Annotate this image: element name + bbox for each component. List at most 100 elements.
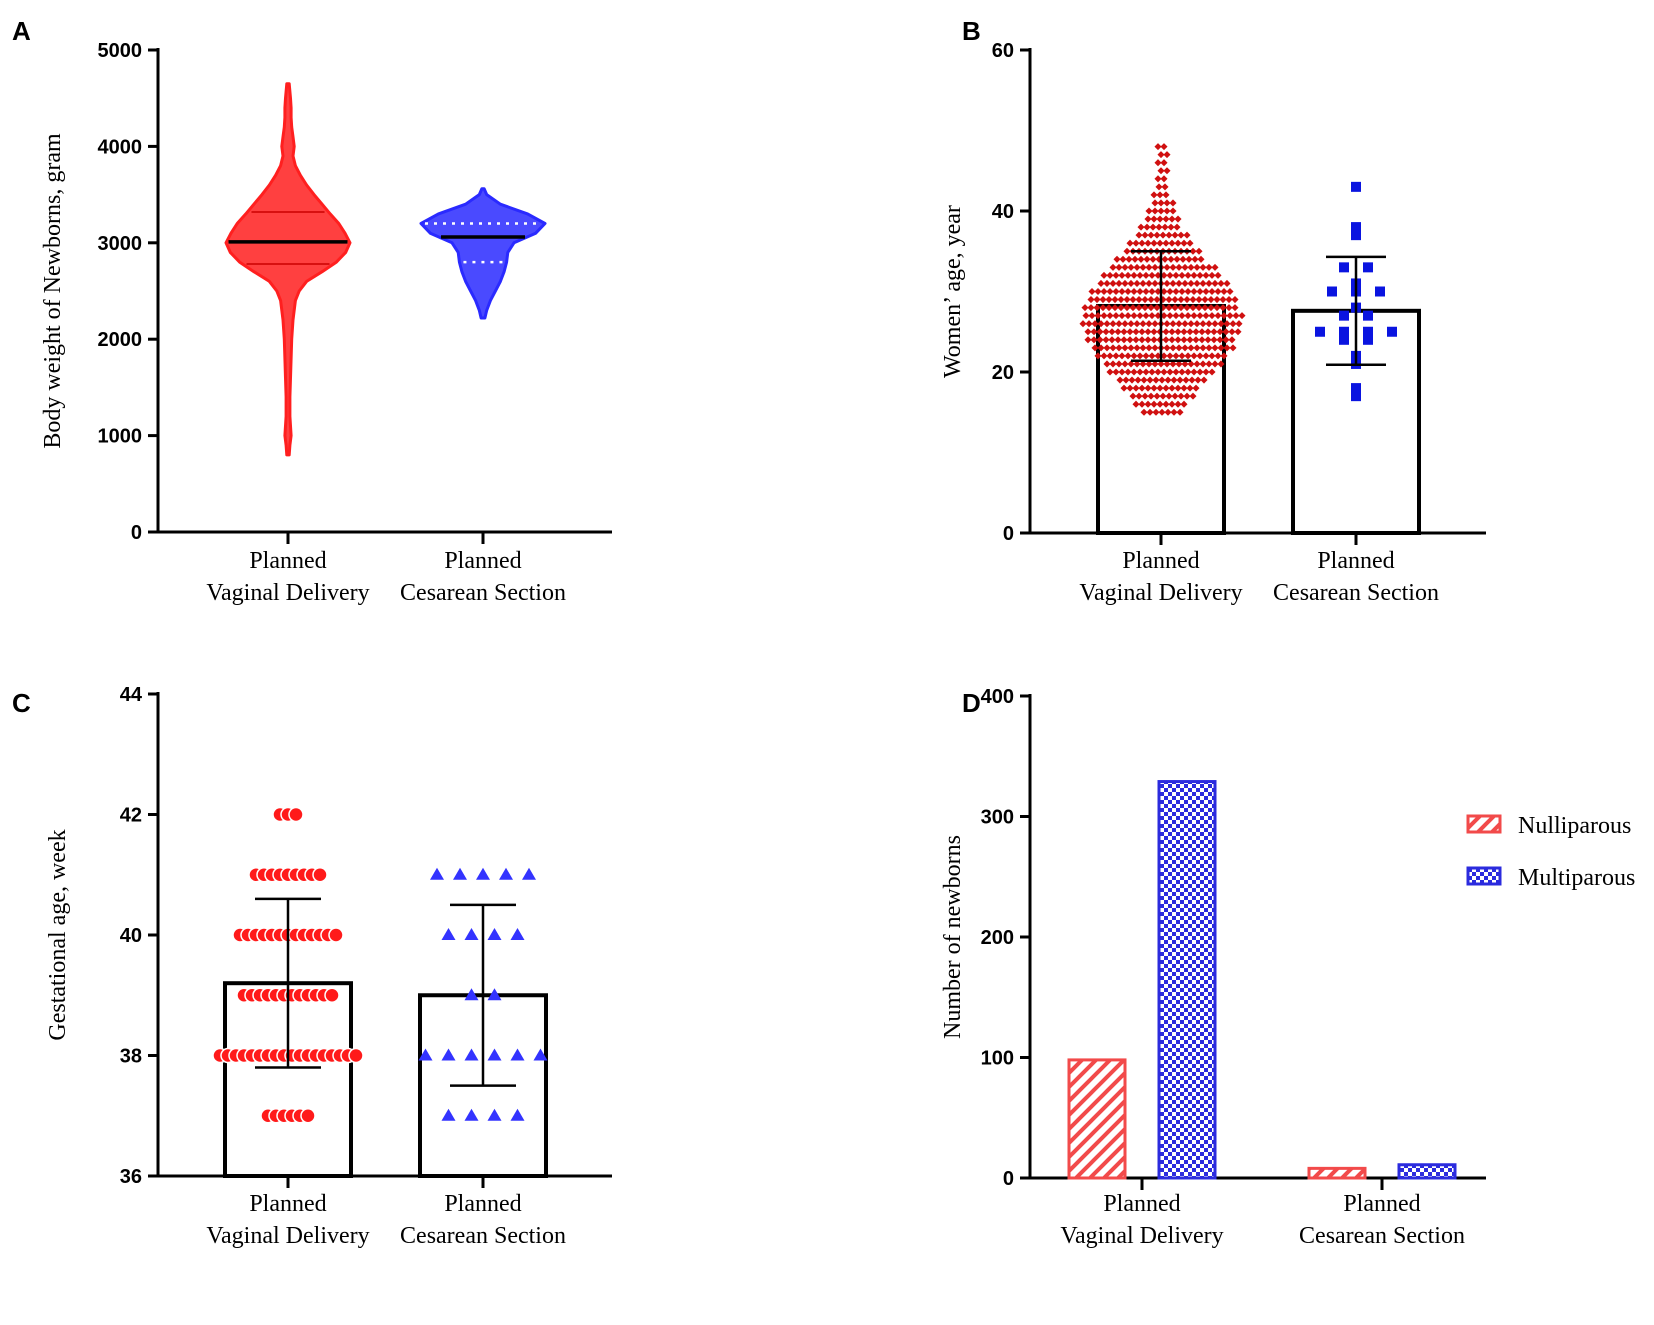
data-point-diamond (1186, 239, 1194, 247)
panel-d-newborns-chart: 0 100 200 300 400 Planned Vaginal Delivery Plan… (940, 686, 1635, 1249)
data-point-triangle (510, 928, 525, 940)
data-point-triangle (441, 1108, 456, 1121)
data-point-square (1363, 310, 1373, 321)
legend-label: Multiparous (1518, 865, 1635, 891)
x-category-label-line2: Cesarean Section (400, 1223, 566, 1249)
y-tick-label: 300 (981, 807, 1014, 829)
y-tick-label: 4000 (98, 136, 143, 158)
legend-swatch (1466, 814, 1502, 834)
data-point-square (1351, 230, 1361, 241)
y-axis-label: Number of newborns (940, 835, 966, 1039)
data-point-diamond (1214, 271, 1222, 279)
data-point-diamond (1183, 231, 1191, 239)
y-tick-label: 400 (981, 686, 1014, 708)
y-tick-label: 60 (992, 40, 1014, 62)
bar-nulliparous (1307, 1166, 1367, 1180)
x-category-label-line2: Vaginal Delivery (206, 1223, 369, 1249)
legend-swatch (1466, 866, 1502, 886)
x-category-label-line2: Cesarean Section (400, 580, 566, 606)
y-axis-label: Body weight of Newborns, gram (40, 133, 66, 449)
data-point-square (1327, 286, 1337, 297)
data-point-diamond (1195, 247, 1203, 255)
x-category-label-line2: Cesarean Section (1299, 1223, 1465, 1249)
data-point-diamond (1163, 167, 1171, 175)
data-point-square (1339, 334, 1349, 345)
data-point-diamond (1180, 400, 1188, 408)
y-tick-label: 5000 (98, 40, 143, 62)
data-point-triangle (441, 1048, 456, 1061)
panel-letter-b: B (962, 16, 981, 46)
y-tick-label: 1000 (98, 426, 143, 448)
panel-letter-d: D (962, 688, 981, 718)
data-point-square (1351, 222, 1361, 233)
y-tick-label: 0 (1003, 523, 1014, 545)
data-point-circle (328, 927, 344, 943)
bar-nulliparous (1067, 1058, 1127, 1180)
y-tick-label: 40 (120, 925, 142, 947)
y-tick-label: 200 (981, 927, 1014, 949)
data-point-diamond (1223, 279, 1231, 287)
x-category-label-line1: Planned (249, 1191, 326, 1217)
data-point-triangle (487, 1108, 502, 1121)
y-tick-label: 42 (120, 805, 142, 827)
data-point-triangle (464, 1108, 479, 1121)
y-axis-label: Women’ age, year (940, 205, 966, 378)
x-category-label-line1: Planned (1122, 548, 1199, 574)
data-point-triangle (464, 928, 479, 940)
y-tick-label: 44 (120, 684, 143, 706)
panel-c-gestational-chart: 36 38 40 42 44 Planned Vaginal Delivery Planned… (45, 684, 612, 1249)
data-point-triangle (522, 867, 536, 880)
data-point-triangle (533, 1048, 548, 1061)
data-point-diamond (1169, 207, 1177, 215)
legend-label: Nulliparous (1518, 813, 1631, 839)
data-point-diamond (1226, 287, 1234, 296)
data-point-diamond (1197, 255, 1205, 263)
data-point-circle (312, 867, 328, 883)
violin-shape (419, 187, 547, 320)
data-point-diamond (1176, 408, 1184, 416)
x-category-label-line1: Planned (444, 1191, 521, 1217)
data-point-triangle (476, 867, 490, 880)
x-category-label-line1: Planned (1103, 1191, 1180, 1217)
data-point-triangle (464, 988, 479, 1001)
data-point-triangle (510, 1108, 525, 1121)
x-category-label-line1: Planned (249, 548, 326, 574)
data-point-circle (300, 1108, 316, 1124)
y-tick-label: 2000 (98, 329, 143, 351)
y-tick-label: 0 (131, 522, 142, 544)
y-tick-label: 100 (981, 1048, 1014, 1070)
data-point-diamond (1235, 320, 1243, 328)
data-point-diamond (1228, 336, 1236, 344)
x-category-label-line2: Vaginal Delivery (1060, 1223, 1223, 1249)
data-point-diamond (1189, 392, 1197, 400)
data-point-diamond (1160, 143, 1168, 151)
data-point-diamond (1231, 296, 1239, 304)
data-point-square (1351, 391, 1361, 402)
data-point-square (1315, 326, 1325, 337)
data-point-diamond (1208, 368, 1216, 376)
y-tick-label: 38 (120, 1046, 142, 1068)
data-point-triangle (464, 1048, 479, 1061)
data-point-triangle (487, 988, 502, 1001)
data-point-diamond (1211, 263, 1219, 271)
data-point-diamond (1200, 376, 1208, 384)
data-point-square (1351, 383, 1361, 394)
data-point-diamond (1174, 215, 1182, 223)
data-point-diamond (1163, 151, 1171, 159)
data-point-square (1387, 326, 1397, 337)
data-point-square (1375, 286, 1385, 297)
data-point-diamond (1160, 175, 1168, 183)
y-tick-label: 3000 (98, 233, 143, 255)
data-point-square (1363, 262, 1373, 273)
data-point-triangle (487, 1048, 502, 1061)
bar-multiparous (1157, 780, 1217, 1180)
x-category-label-line2: Cesarean Section (1273, 580, 1439, 606)
data-point-diamond (1220, 352, 1228, 360)
bar-multiparous (1397, 1163, 1457, 1180)
data-point-circle (324, 987, 340, 1003)
data-point-triangle (441, 928, 456, 940)
x-category-label-line1: Planned (1317, 548, 1394, 574)
x-category-label-line1: Planned (444, 548, 521, 574)
panel-letter-c: C (12, 688, 31, 718)
